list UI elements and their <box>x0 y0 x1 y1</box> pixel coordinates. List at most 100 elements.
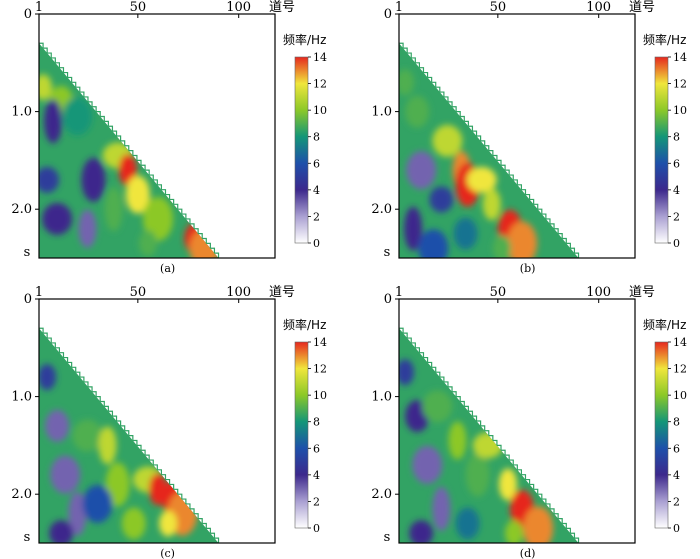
y-tick-label: 1.0 <box>11 390 32 405</box>
colorbar-tick-label: 6 <box>313 442 320 455</box>
colorbar-tick-label: 8 <box>673 131 680 144</box>
x-tick-label: 50 <box>130 0 147 15</box>
freq-blob <box>105 462 130 507</box>
freq-blob <box>159 510 178 537</box>
colorbar-tick-label: 10 <box>673 389 687 402</box>
colorbar-title: 频率/Hz <box>283 317 326 332</box>
freq-blob <box>498 468 517 501</box>
freq-blob <box>429 186 454 213</box>
freq-blob <box>399 359 415 386</box>
freq-blob <box>39 74 53 101</box>
colorbar-tick-label: 10 <box>673 104 687 117</box>
y-unit-label: s <box>384 245 391 260</box>
x-axis-label: 道号 <box>629 0 655 15</box>
y-tick-label: 1.0 <box>11 105 32 120</box>
colorbar-tick-label: 14 <box>673 336 687 349</box>
freq-blob <box>42 202 73 235</box>
x-tick-label: 1 <box>395 0 403 15</box>
colorbar <box>294 341 309 529</box>
colorbar-tick-label: 0 <box>313 522 320 535</box>
freq-blob <box>418 229 449 258</box>
colorbar-tick-label: 6 <box>673 442 680 455</box>
colorbar-tick-label: 6 <box>313 157 320 170</box>
wedge-edge <box>399 42 580 258</box>
colorbar-title: 频率/Hz <box>283 32 326 47</box>
freq-blob <box>409 520 434 543</box>
colorbar-tick-label: 2 <box>313 210 320 223</box>
freq-blob <box>72 419 103 452</box>
colorbar-tick-label: 2 <box>673 210 680 223</box>
x-tick-label: 100 <box>226 285 251 300</box>
colorbar-tick-label: 12 <box>313 78 327 91</box>
freq-blob <box>504 520 523 543</box>
x-tick-label: 100 <box>586 0 611 15</box>
colorbar-tick-label: 4 <box>673 469 680 482</box>
panel-2: 1 50 100 道号 0 1.0 2.0 s (b) 频率/Hz 14 12 10 8 6 4 2 0 <box>371 0 687 275</box>
y-tick-label: 0 <box>384 7 392 22</box>
freq-blob <box>455 507 480 540</box>
colorbar-tick-label: 10 <box>313 104 327 117</box>
freq-blob <box>492 235 511 258</box>
freq-blob <box>453 217 478 250</box>
colorbar-title: 频率/Hz <box>643 32 686 47</box>
freq-blob <box>432 124 463 157</box>
y-tick-label: 0 <box>384 292 392 307</box>
panel-label: (c) <box>160 547 175 559</box>
x-tick-label: 1 <box>395 285 403 300</box>
freq-blob <box>82 484 113 523</box>
freq-blob <box>523 506 554 543</box>
x-tick-label: 1 <box>35 285 43 300</box>
colorbar-tick-label: 10 <box>313 389 327 402</box>
x-axis-label: 道号 <box>269 285 295 300</box>
colorbar-title: 频率/Hz <box>643 317 686 332</box>
panel-4: 1 50 100 道号 0 1.0 2.0 s (d) 频率/Hz 14 12 10 8 6 4 2 0 <box>371 285 687 559</box>
x-tick-label: 100 <box>586 285 611 300</box>
wedge-edge <box>399 327 580 543</box>
freq-blob <box>466 166 497 193</box>
y-tick-label: 0 <box>24 7 32 22</box>
colorbar-tick-label: 8 <box>673 416 680 429</box>
plot-frame <box>398 13 636 259</box>
freq-blob <box>39 166 60 193</box>
freq-blob <box>81 157 106 202</box>
x-axis-label: 道号 <box>269 0 295 15</box>
colorbar-tick-label: 14 <box>673 51 687 64</box>
y-tick-label: 2.0 <box>11 202 32 217</box>
colorbar-tick-label: 14 <box>313 336 327 349</box>
x-tick-label: 1 <box>35 0 43 15</box>
y-tick-label: 0 <box>24 292 32 307</box>
y-tick-label: 2.0 <box>11 487 32 502</box>
panel-1: 1 50 100 道号 0 1.0 2.0 s (a) 频率/Hz 14 12 10 8 6 4 2 0 <box>11 0 327 275</box>
panel-label: (a) <box>160 262 175 275</box>
freq-blob <box>45 409 70 442</box>
colorbar-tick-label: 4 <box>313 469 320 482</box>
colorbar-tick-label: 8 <box>313 131 320 144</box>
y-tick-label: 1.0 <box>371 390 392 405</box>
freq-blob <box>50 455 81 494</box>
freq-blob <box>125 175 150 214</box>
plot-frame <box>38 298 276 544</box>
colorbar <box>294 56 309 244</box>
plot-frame <box>38 13 276 259</box>
y-tick-label: 2.0 <box>371 487 392 502</box>
colorbar-tick-label: 8 <box>313 416 320 429</box>
freq-blob <box>448 421 467 460</box>
colorbar-tick-label: 4 <box>673 184 680 197</box>
freq-blob <box>432 486 451 531</box>
freq-blob <box>39 364 57 391</box>
freq-blob <box>98 426 117 465</box>
freq-blob <box>406 151 437 190</box>
x-axis-label: 道号 <box>629 285 655 300</box>
plot-frame <box>398 298 636 544</box>
panel-label: (b) <box>520 262 536 275</box>
panel-3: 1 50 100 道号 0 1.0 2.0 s (c) 频率/Hz 14 12 10 8 6 4 2 0 <box>11 285 327 559</box>
freq-blob <box>78 209 97 248</box>
x-tick-label: 50 <box>490 0 507 15</box>
freq-blob <box>399 69 415 96</box>
y-unit-label: s <box>24 530 31 545</box>
freq-blob <box>121 507 146 540</box>
colorbar-tick-label: 12 <box>313 363 327 376</box>
colorbar-tick-label: 0 <box>313 237 320 250</box>
y-tick-label: 1.0 <box>371 105 392 120</box>
colorbar-tick-label: 14 <box>313 51 327 64</box>
